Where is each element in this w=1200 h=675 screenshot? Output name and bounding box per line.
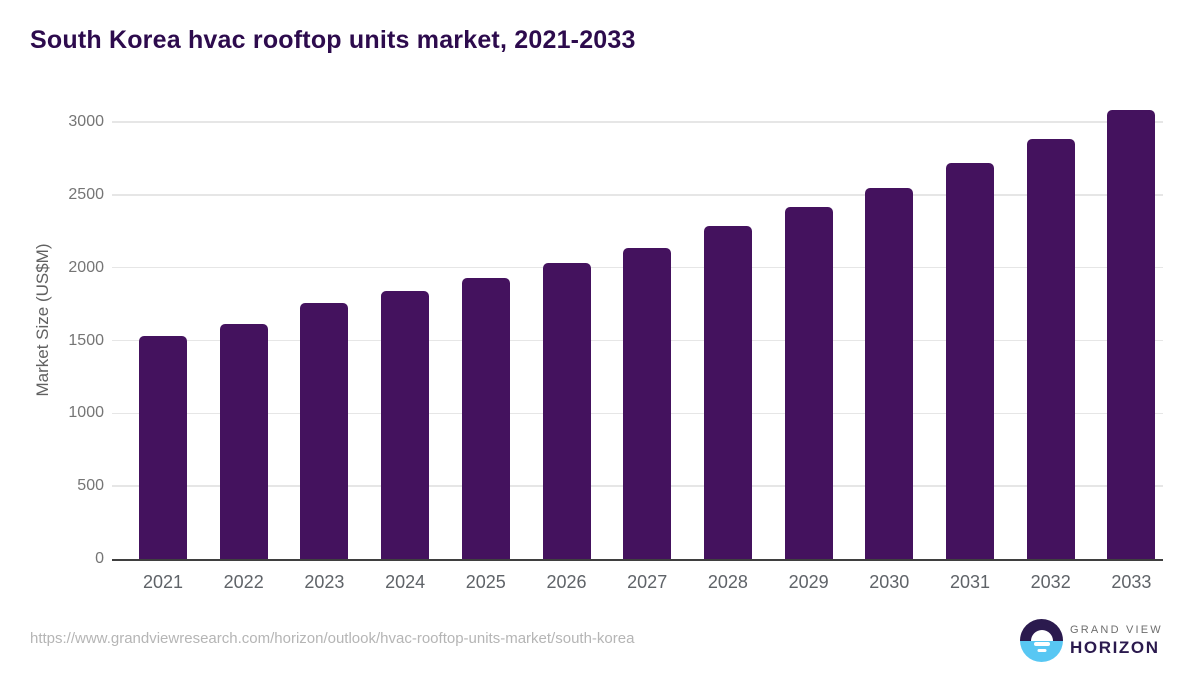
bar-2028 [703, 226, 752, 559]
source-url-text: https://www.grandviewresearch.com/horizo… [30, 630, 635, 647]
x-tick-label-2032: 2032 [1030, 572, 1071, 592]
y-tick-label-3000: 3000 [68, 113, 104, 130]
bar-2026 [542, 263, 591, 559]
logo-ripple-line [1037, 648, 1046, 652]
x-tick-label-2024: 2024 [385, 572, 426, 592]
y-tick-label-2500: 2500 [68, 185, 104, 203]
bar-2021 [139, 336, 187, 559]
bar-2025 [461, 277, 510, 559]
x-tick-label-2031: 2031 [949, 572, 991, 592]
x-tick-label-2021: 2021 [142, 572, 184, 592]
y-tick-label-1500: 1500 [68, 331, 104, 349]
bar-2024 [381, 290, 430, 559]
logo-brand-bottom-text: HORIZON [1070, 638, 1160, 657]
bar-2023 [300, 303, 349, 559]
bar-2022 [219, 324, 268, 559]
x-tick-label-2029: 2029 [788, 572, 829, 592]
logo-ripple-line [1033, 642, 1050, 646]
logo-brand-top-text: GRAND VIEW [1070, 624, 1163, 636]
logo-wordmark: GRAND VIEW HORIZON [1070, 624, 1163, 657]
bar-2031 [946, 162, 994, 559]
plot-area [112, 110, 1163, 561]
y-tick-label-0: 0 [95, 550, 104, 567]
x-tick-label-2033: 2033 [1111, 572, 1152, 592]
y-tick-label-1000: 1000 [68, 404, 104, 422]
x-tick-label-2026: 2026 [546, 572, 587, 592]
logo-sun-dome [1030, 629, 1053, 641]
chart-title: South Korea hvac rooftop units market, 2… [30, 26, 636, 54]
y-tick-label-500: 500 [77, 477, 104, 495]
x-tick-label-2023: 2023 [304, 572, 345, 592]
x-tick-label-2022: 2022 [223, 572, 264, 592]
bar-2030 [865, 187, 914, 559]
sunset-logo-icon [1020, 619, 1063, 662]
x-axis-line [112, 559, 1163, 561]
x-tick-label-2025: 2025 [465, 572, 506, 592]
brand-logo: GRAND VIEW HORIZON [1020, 619, 1163, 662]
bar-2029 [784, 207, 833, 559]
gridline-2500 [112, 194, 1163, 196]
gridline-3000 [112, 121, 1163, 123]
x-tick-label-2030: 2030 [869, 572, 910, 592]
bar-2033 [1107, 110, 1156, 559]
y-tick-label-2000: 2000 [68, 258, 104, 276]
x-tick-label-2027: 2027 [627, 572, 668, 592]
bar-2027 [623, 248, 672, 559]
bar-2032 [1026, 138, 1075, 559]
x-tick-label-2028: 2028 [707, 572, 748, 592]
